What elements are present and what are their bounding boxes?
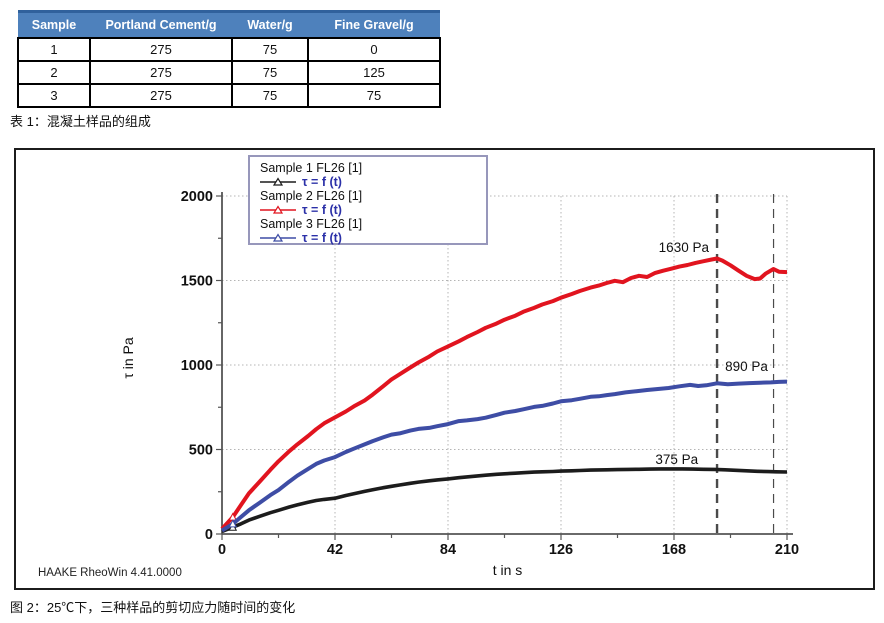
svg-text:84: 84 (440, 542, 456, 558)
legend-series-value: τ = f (t) (260, 231, 482, 245)
column-header: Water/g (232, 10, 308, 38)
table-cell: 75 (231, 60, 309, 85)
legend-series-name: Sample 2 FL26 [1] (260, 189, 363, 203)
series-sample-3 (220, 379, 788, 533)
x-axis-label: t in s (492, 562, 523, 578)
table-cell: 275 (89, 83, 233, 108)
y-axis-label: τ in Pa (120, 337, 136, 379)
table-row: 1 275 75 0 (17, 37, 441, 62)
table-cell: 1 (17, 37, 91, 62)
svg-text:2000: 2000 (181, 189, 213, 205)
table-cell: 125 (307, 60, 441, 85)
axes (221, 192, 793, 535)
table-cell: 2 (17, 60, 91, 85)
software-watermark: HAAKE RheoWin 4.41.0000 (38, 567, 182, 579)
shear-stress-chart: 0 42 84 126 168 210 0 500 1000 1500 2000 1630 Pa 890… (181, 189, 799, 558)
table-cell: 75 (231, 83, 309, 108)
legend-line-marker-icon (260, 177, 296, 186)
column-header: Sample (18, 10, 90, 38)
table-cell: 275 (89, 37, 233, 62)
chart-legend: Sample 1 FL26 [1] τ = f (t) Sample 2 FL26 … (248, 155, 488, 245)
composition-table-body: 1 275 75 0 2 275 75 125 3 275 75 75 (17, 37, 441, 108)
svg-text:0: 0 (205, 527, 213, 543)
series-sample-1 (221, 467, 788, 534)
legend-entry-sample-3: Sample 3 FL26 [1] τ = f (t) (260, 217, 482, 245)
figure-caption: 图 2：25℃下，三种样品的剪切应力随时间的变化 (10, 600, 296, 615)
svg-text:126: 126 (549, 542, 573, 558)
table-cell: 3 (17, 83, 91, 108)
cursor-lines (715, 194, 775, 534)
composition-table-header: Sample Portland Cement/g Water/g Fine Grave… (18, 10, 440, 38)
legend-series-value: τ = f (t) (260, 203, 482, 217)
chart-figure: 0 42 84 126 168 210 0 500 1000 1500 2000 1630 Pa 890… (14, 148, 875, 590)
svg-text:375 Pa: 375 Pa (655, 452, 698, 467)
composition-table: Sample Portland Cement/g Water/g Fine Grave… (17, 10, 441, 108)
legend-series-name: Sample 3 FL26 [1] (260, 217, 363, 231)
svg-text:168: 168 (662, 542, 686, 558)
value-annotations: 1630 Pa 890 Pa 375 Pa (655, 240, 768, 467)
legend-series-value: τ = f (t) (260, 175, 482, 189)
tick-marks (216, 195, 788, 540)
legend-series-name: Sample 1 FL26 [1] (260, 161, 363, 175)
table-row: 3 275 75 75 (17, 83, 441, 108)
series-sample-2 (220, 256, 788, 531)
svg-text:0: 0 (218, 542, 226, 558)
table-row: 2 275 75 125 (17, 60, 441, 85)
svg-text:210: 210 (775, 542, 799, 558)
tick-labels: 0 42 84 126 168 210 0 500 1000 1500 2000 (181, 189, 799, 558)
svg-text:1000: 1000 (181, 358, 213, 374)
legend-line-marker-icon (260, 205, 296, 214)
table-caption: 表 1：混凝土样品的组成 (10, 114, 151, 129)
table-cell: 275 (89, 60, 233, 85)
svg-text:1500: 1500 (181, 274, 213, 290)
svg-text:890 Pa: 890 Pa (725, 359, 768, 374)
table-cell: 0 (307, 37, 441, 62)
series-start-marker (228, 519, 238, 528)
svg-text:500: 500 (189, 443, 213, 459)
table-cell: 75 (231, 37, 309, 62)
legend-entry-sample-2: Sample 2 FL26 [1] τ = f (t) (260, 189, 482, 217)
gridlines (222, 195, 788, 534)
svg-text:42: 42 (327, 542, 343, 558)
legend-entry-sample-1: Sample 1 FL26 [1] τ = f (t) (260, 161, 482, 189)
table-cell: 75 (307, 83, 441, 108)
column-header: Fine Gravel/g (308, 10, 440, 38)
legend-line-marker-icon (260, 233, 296, 242)
column-header: Portland Cement/g (90, 10, 232, 38)
svg-text:1630 Pa: 1630 Pa (659, 240, 710, 255)
